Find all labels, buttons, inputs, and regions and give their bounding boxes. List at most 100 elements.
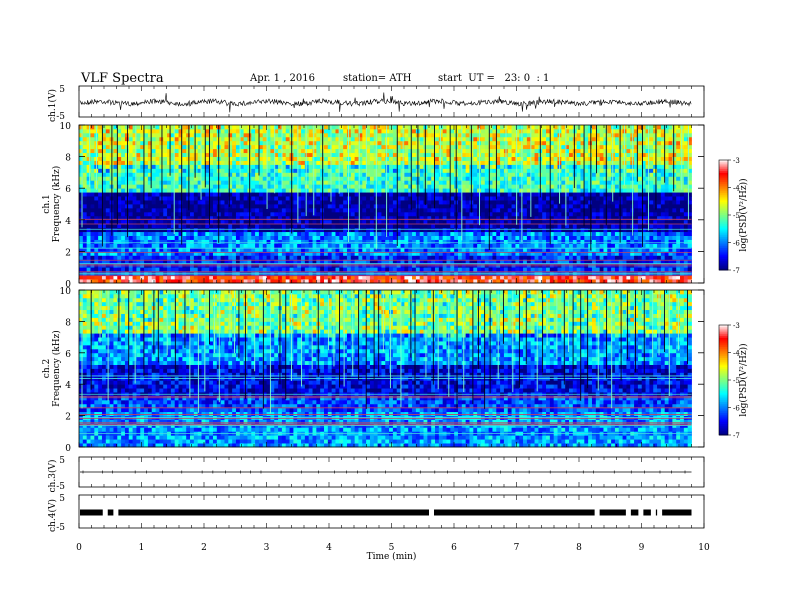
spectrogram-cell: [569, 231, 574, 236]
spectrogram-cell: [197, 275, 202, 280]
spectrogram-cell: [687, 243, 692, 248]
spectrogram-cell: [385, 215, 390, 221]
spectrogram-cell: [79, 227, 84, 233]
spectrogram-cell: [316, 223, 321, 229]
spectrogram-cell: [377, 207, 382, 213]
spectrogram-cell: [419, 259, 424, 264]
spectrogram-cell: [488, 211, 493, 217]
spectrogram-cell: [614, 200, 620, 205]
spectrogram-cell: [155, 227, 160, 233]
spectrogram-cell: [170, 204, 176, 209]
spectrogram-cell: [637, 168, 643, 173]
spectrogram-cell: [680, 243, 685, 248]
spectrogram-cell: [637, 231, 643, 236]
spectrogram-cell: [155, 192, 160, 197]
spectrogram-cell: [473, 204, 478, 209]
spectrogram-cell: [381, 251, 386, 256]
spectrogram-cell: [408, 279, 413, 284]
spectrogram-cell: [228, 267, 233, 272]
spectrogram-cell: [683, 227, 689, 233]
spectrogram-cell: [255, 172, 260, 177]
spectrogram-cell: [465, 172, 470, 177]
spectrogram-cell: [607, 255, 612, 260]
spectrogram-cell: [457, 275, 463, 280]
spectrogram-cell: [488, 192, 493, 197]
spectrogram-cell: [228, 188, 233, 193]
spectrogram-cell: [637, 188, 643, 193]
spectrogram-cell: [101, 188, 107, 193]
spectrogram-cell: [580, 200, 585, 205]
spectrogram-cell: [278, 251, 283, 256]
spectrogram-cell: [205, 251, 210, 256]
spectrogram-cell: [94, 263, 99, 268]
spectrogram-cell: [117, 247, 122, 252]
spectrogram-cell: [565, 223, 570, 229]
spectrogram-cell: [389, 227, 394, 233]
spectrogram-cell: [335, 255, 340, 260]
spectrogram-cell: [335, 279, 340, 284]
spectrogram-cell: [507, 235, 512, 240]
spectrogram-cell: [392, 267, 398, 272]
spectrogram-cell: [446, 211, 451, 217]
spectrogram-cell: [151, 211, 156, 217]
spectrogram-cell: [641, 239, 646, 244]
spectrogram-cell: [354, 219, 359, 225]
y-tick-label: 5: [59, 85, 65, 95]
spectrogram-cell: [507, 211, 512, 217]
spectrogram-cell: [201, 196, 206, 201]
spectrogram-cell: [209, 239, 214, 244]
spectrogram-cell: [412, 255, 417, 260]
spectrogram-cell: [182, 235, 187, 240]
spectrogram-cell: [90, 188, 95, 193]
spectrogram-cell: [216, 267, 222, 272]
spectrogram-cell: [676, 279, 681, 284]
spectrogram-cell: [144, 219, 149, 225]
spectrogram-cell: [653, 200, 658, 205]
spectrogram-cell: [603, 164, 608, 169]
spectrogram-cell: [396, 207, 401, 213]
spectrogram-cell: [190, 227, 195, 233]
spectrogram-cell: [683, 172, 689, 177]
spectrogram-cell: [82, 251, 88, 256]
spectrogram-cell: [136, 227, 141, 233]
spectrogram-cell: [274, 275, 279, 280]
spectrogram-cell: [637, 180, 643, 185]
spectrogram-cell: [427, 188, 432, 193]
spectrogram-cell: [419, 243, 424, 248]
spectrogram-cell: [293, 251, 298, 256]
spectrogram-cell: [622, 204, 627, 209]
spectrogram-cell: [190, 259, 195, 264]
spectrogram-cell: [641, 168, 646, 173]
spectrogram-cell: [109, 255, 114, 260]
spectrogram-cell: [645, 263, 650, 268]
spectrogram-cell: [465, 204, 470, 209]
spectrogram-cell: [634, 227, 639, 233]
spectrogram-cell: [565, 255, 570, 260]
spectrogram-cell: [304, 196, 310, 201]
spectrogram-cell: [278, 184, 283, 189]
spectrogram-cell: [312, 184, 317, 189]
spectrogram-cell: [266, 192, 271, 197]
spectrogram-cell: [634, 279, 639, 284]
spectrogram-cell: [649, 204, 654, 209]
spectrogram-cell: [278, 247, 283, 252]
spectrogram-cell: [312, 219, 317, 225]
spectrogram-cell: [212, 275, 218, 280]
spectrogram-cell: [542, 184, 547, 189]
spectrogram-cell: [335, 164, 340, 169]
spectrogram-cell: [680, 215, 685, 221]
spectrogram-cell: [599, 207, 604, 213]
spectrogram-cell: [561, 235, 566, 240]
spectrogram-cell: [626, 164, 631, 169]
spectrogram-cell: [343, 204, 348, 209]
spectrogram-cell: [209, 235, 214, 240]
spectrogram-cell: [523, 259, 528, 264]
spectrogram-cell: [419, 275, 424, 280]
spectrogram-cell: [105, 259, 111, 264]
spectrogram-cell: [480, 267, 486, 272]
spectrogram-cell: [167, 192, 172, 197]
spectrogram-cell: [167, 168, 172, 173]
spectrogram-cell: [450, 243, 455, 248]
spectrogram-cell: [503, 267, 509, 272]
spectrogram-cell: [144, 184, 149, 189]
